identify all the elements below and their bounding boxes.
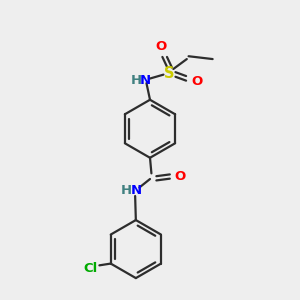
Text: N: N	[130, 184, 141, 197]
Text: H: H	[130, 74, 141, 87]
Text: N: N	[140, 74, 151, 87]
Text: O: O	[175, 170, 186, 183]
Text: O: O	[156, 40, 167, 53]
Text: S: S	[164, 66, 174, 81]
Text: Cl: Cl	[84, 262, 98, 275]
Text: O: O	[191, 75, 202, 88]
Text: H: H	[121, 184, 132, 197]
